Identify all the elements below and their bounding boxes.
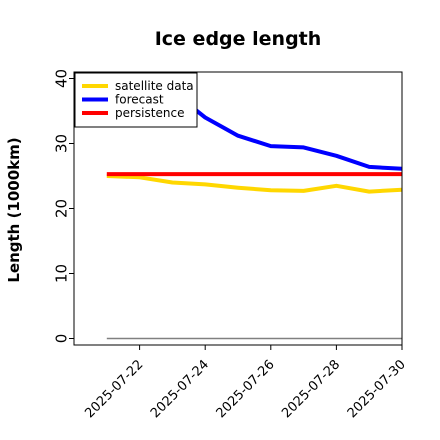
x-tick-label: 2025-07-24 bbox=[148, 357, 212, 421]
x-tick-label: 2025-07-30 bbox=[345, 357, 409, 421]
chart-title: Ice edge length bbox=[155, 28, 322, 50]
y-tick-label: 40 bbox=[53, 69, 71, 88]
y-axis-label: Length (1000km) bbox=[5, 137, 23, 282]
x-tick-label: 2025-07-26 bbox=[214, 357, 278, 421]
x-tick-label: 2025-07-22 bbox=[82, 357, 146, 421]
series-line-satellite-data bbox=[106, 174, 403, 194]
x-axis-ticks: 2025-07-22 2025-07-24 2025-07-26 2025-07-28… bbox=[82, 345, 409, 421]
y-tick-label: 10 bbox=[53, 264, 71, 283]
legend-label: forecast bbox=[115, 93, 164, 107]
legend-label: persistence bbox=[115, 106, 184, 120]
y-axis-ticks: 0 10 20 30 40 bbox=[53, 69, 74, 344]
legend-label: satellite data bbox=[115, 79, 194, 93]
y-tick-label: 0 bbox=[53, 334, 71, 344]
y-tick-label: 20 bbox=[53, 199, 71, 218]
y-tick-label: 30 bbox=[53, 134, 71, 153]
x-tick-label: 2025-07-28 bbox=[279, 357, 343, 421]
